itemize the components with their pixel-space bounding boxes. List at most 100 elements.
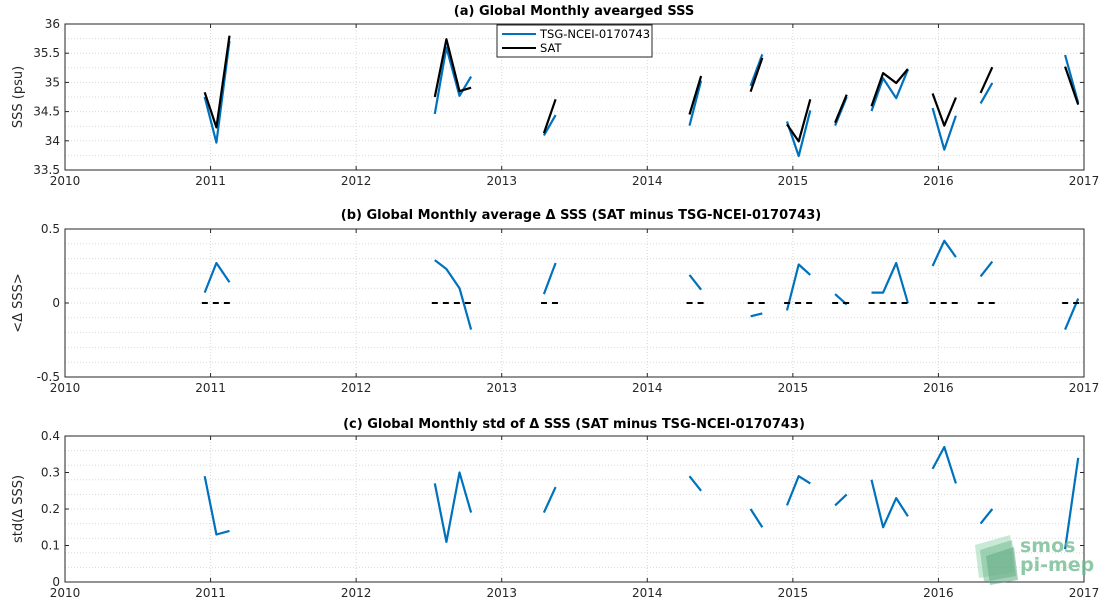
series--sss (203, 239, 1080, 331)
series-line-segment (1064, 457, 1080, 550)
x-tick-label: 2010 (50, 586, 81, 600)
x-tick-label: 2017 (1069, 174, 1100, 188)
series-line-segment (979, 508, 994, 525)
x-tick-label: 2011 (195, 174, 226, 188)
legend-label-sat: SAT (540, 41, 562, 55)
x-tick-label: 2014 (632, 174, 663, 188)
y-tick-label: 35.5 (33, 46, 60, 60)
y-tick-label: 0.1 (41, 539, 60, 553)
series-line-segment (749, 508, 764, 528)
plot-area (65, 436, 1084, 582)
panel-c: (c) Global Monthly std of Δ SSS (SAT min… (11, 417, 1099, 600)
series-line-segment (203, 40, 231, 144)
y-tick-label: 0.5 (41, 222, 60, 236)
series-line-segment (785, 110, 812, 158)
y-tick-label: 33.5 (33, 163, 60, 177)
logo-text-pi-mep: pi-mep (1020, 554, 1094, 576)
series-line-segment (688, 274, 702, 291)
legend-box (496, 24, 653, 58)
panel-a: (a) Global Monthly avearged SSS SSS (psu… (11, 4, 1099, 188)
y-tick-label: 36 (45, 17, 60, 31)
series-line-segment (750, 312, 763, 318)
series-line-segment (979, 260, 994, 278)
series-line-segment (688, 475, 702, 492)
series-line-segment (203, 475, 230, 536)
series-line-segment (434, 259, 473, 330)
x-tick-label: 2012 (341, 586, 372, 600)
series-line-segment (542, 114, 557, 137)
series-line-segment (433, 38, 472, 98)
x-tick-label: 2016 (923, 586, 954, 600)
series-line-segment (834, 493, 848, 507)
series-line-segment (870, 68, 909, 107)
x-tick-label: 2012 (341, 381, 372, 395)
x-tick-label: 2015 (778, 174, 809, 188)
x-tick-label: 2012 (341, 174, 372, 188)
series-line-segment (931, 93, 957, 127)
series-sat (203, 35, 1080, 143)
y-tick-label: 0 (52, 575, 60, 589)
series-line-segment (870, 69, 909, 112)
x-tick-label: 2017 (1069, 381, 1100, 395)
x-tick-label: 2016 (923, 174, 954, 188)
x-tick-label: 2014 (632, 381, 663, 395)
series-line-segment (1064, 66, 1080, 105)
x-tick-label: 2015 (778, 381, 809, 395)
x-tick-label: 2013 (486, 586, 517, 600)
panel-b-title: (b) Global Monthly average Δ SSS (SAT mi… (341, 208, 821, 223)
series-line-segment (1064, 54, 1080, 104)
y-tick-label: 0.2 (41, 502, 60, 516)
x-tick-label: 2013 (486, 381, 517, 395)
series-line-segment (979, 82, 994, 104)
y-tick-label: -0.5 (37, 370, 60, 384)
logo-leaf-mid (980, 540, 1016, 582)
panel-a-title: (a) Global Monthly avearged SSS (454, 4, 694, 19)
legend-label-tsg: TSG-NCEI-0170743 (539, 27, 650, 41)
logo-text-smos: smos (1020, 535, 1075, 557)
y-tick-label: 0.3 (41, 466, 60, 480)
axes-box (64, 228, 1085, 378)
series-line-segment (749, 54, 764, 87)
series-line-segment (749, 57, 764, 93)
y-tick-label: 35 (45, 75, 60, 89)
y-tick-label: 0 (52, 296, 60, 310)
series-line-segment (542, 262, 557, 295)
y-tick-label: 0.4 (41, 429, 60, 443)
series-line-segment (870, 479, 909, 529)
series-line-segment (785, 263, 812, 311)
smos-pi-mep-logo: smos pi-mep (975, 535, 1094, 585)
series-line-segment (785, 475, 811, 506)
series-line-segment (871, 261, 909, 304)
panel-c-ylabel: std(Δ SSS) (11, 475, 26, 543)
series-line-segment (688, 75, 703, 115)
series-std (203, 445, 1080, 550)
x-tick-label: 2017 (1069, 586, 1100, 600)
legend: TSG-NCEI-0170743 SAT (496, 24, 653, 58)
y-tick-label: 34.5 (33, 105, 60, 119)
axes-box (64, 435, 1085, 583)
x-tick-label: 2010 (50, 174, 81, 188)
series-line-segment (786, 99, 812, 143)
series-line-segment (931, 445, 957, 484)
series-line-segment (203, 35, 231, 129)
logo-leaf-front (986, 547, 1018, 585)
panel-b-ylabel: <Δ SSS> (11, 273, 26, 333)
x-tick-label: 2016 (923, 381, 954, 395)
series-line-segment (542, 486, 557, 514)
series-line-segment (688, 80, 703, 126)
y-tick-label: 34 (45, 134, 60, 148)
x-tick-label: 2011 (195, 586, 226, 600)
series-line-segment (834, 94, 848, 124)
series-line-segment (433, 471, 473, 544)
series-line-segment (931, 107, 957, 151)
x-tick-label: 2011 (195, 381, 226, 395)
x-tick-label: 2013 (486, 174, 517, 188)
axes-box (64, 23, 1085, 171)
series-line-segment (542, 98, 557, 134)
series-line-segment (433, 46, 473, 115)
series-line-segment (931, 239, 957, 267)
x-tick-label: 2010 (50, 381, 81, 395)
panel-c-plot: 2010 2011 2012 2013 2014 2015 2016 2017 0 0.1 0.2 0… (41, 429, 1099, 600)
panel-b-plot: 2010 2011 2012 2013 2014 2015 2016 2017 -0.5 0 0.5 (37, 222, 1100, 395)
